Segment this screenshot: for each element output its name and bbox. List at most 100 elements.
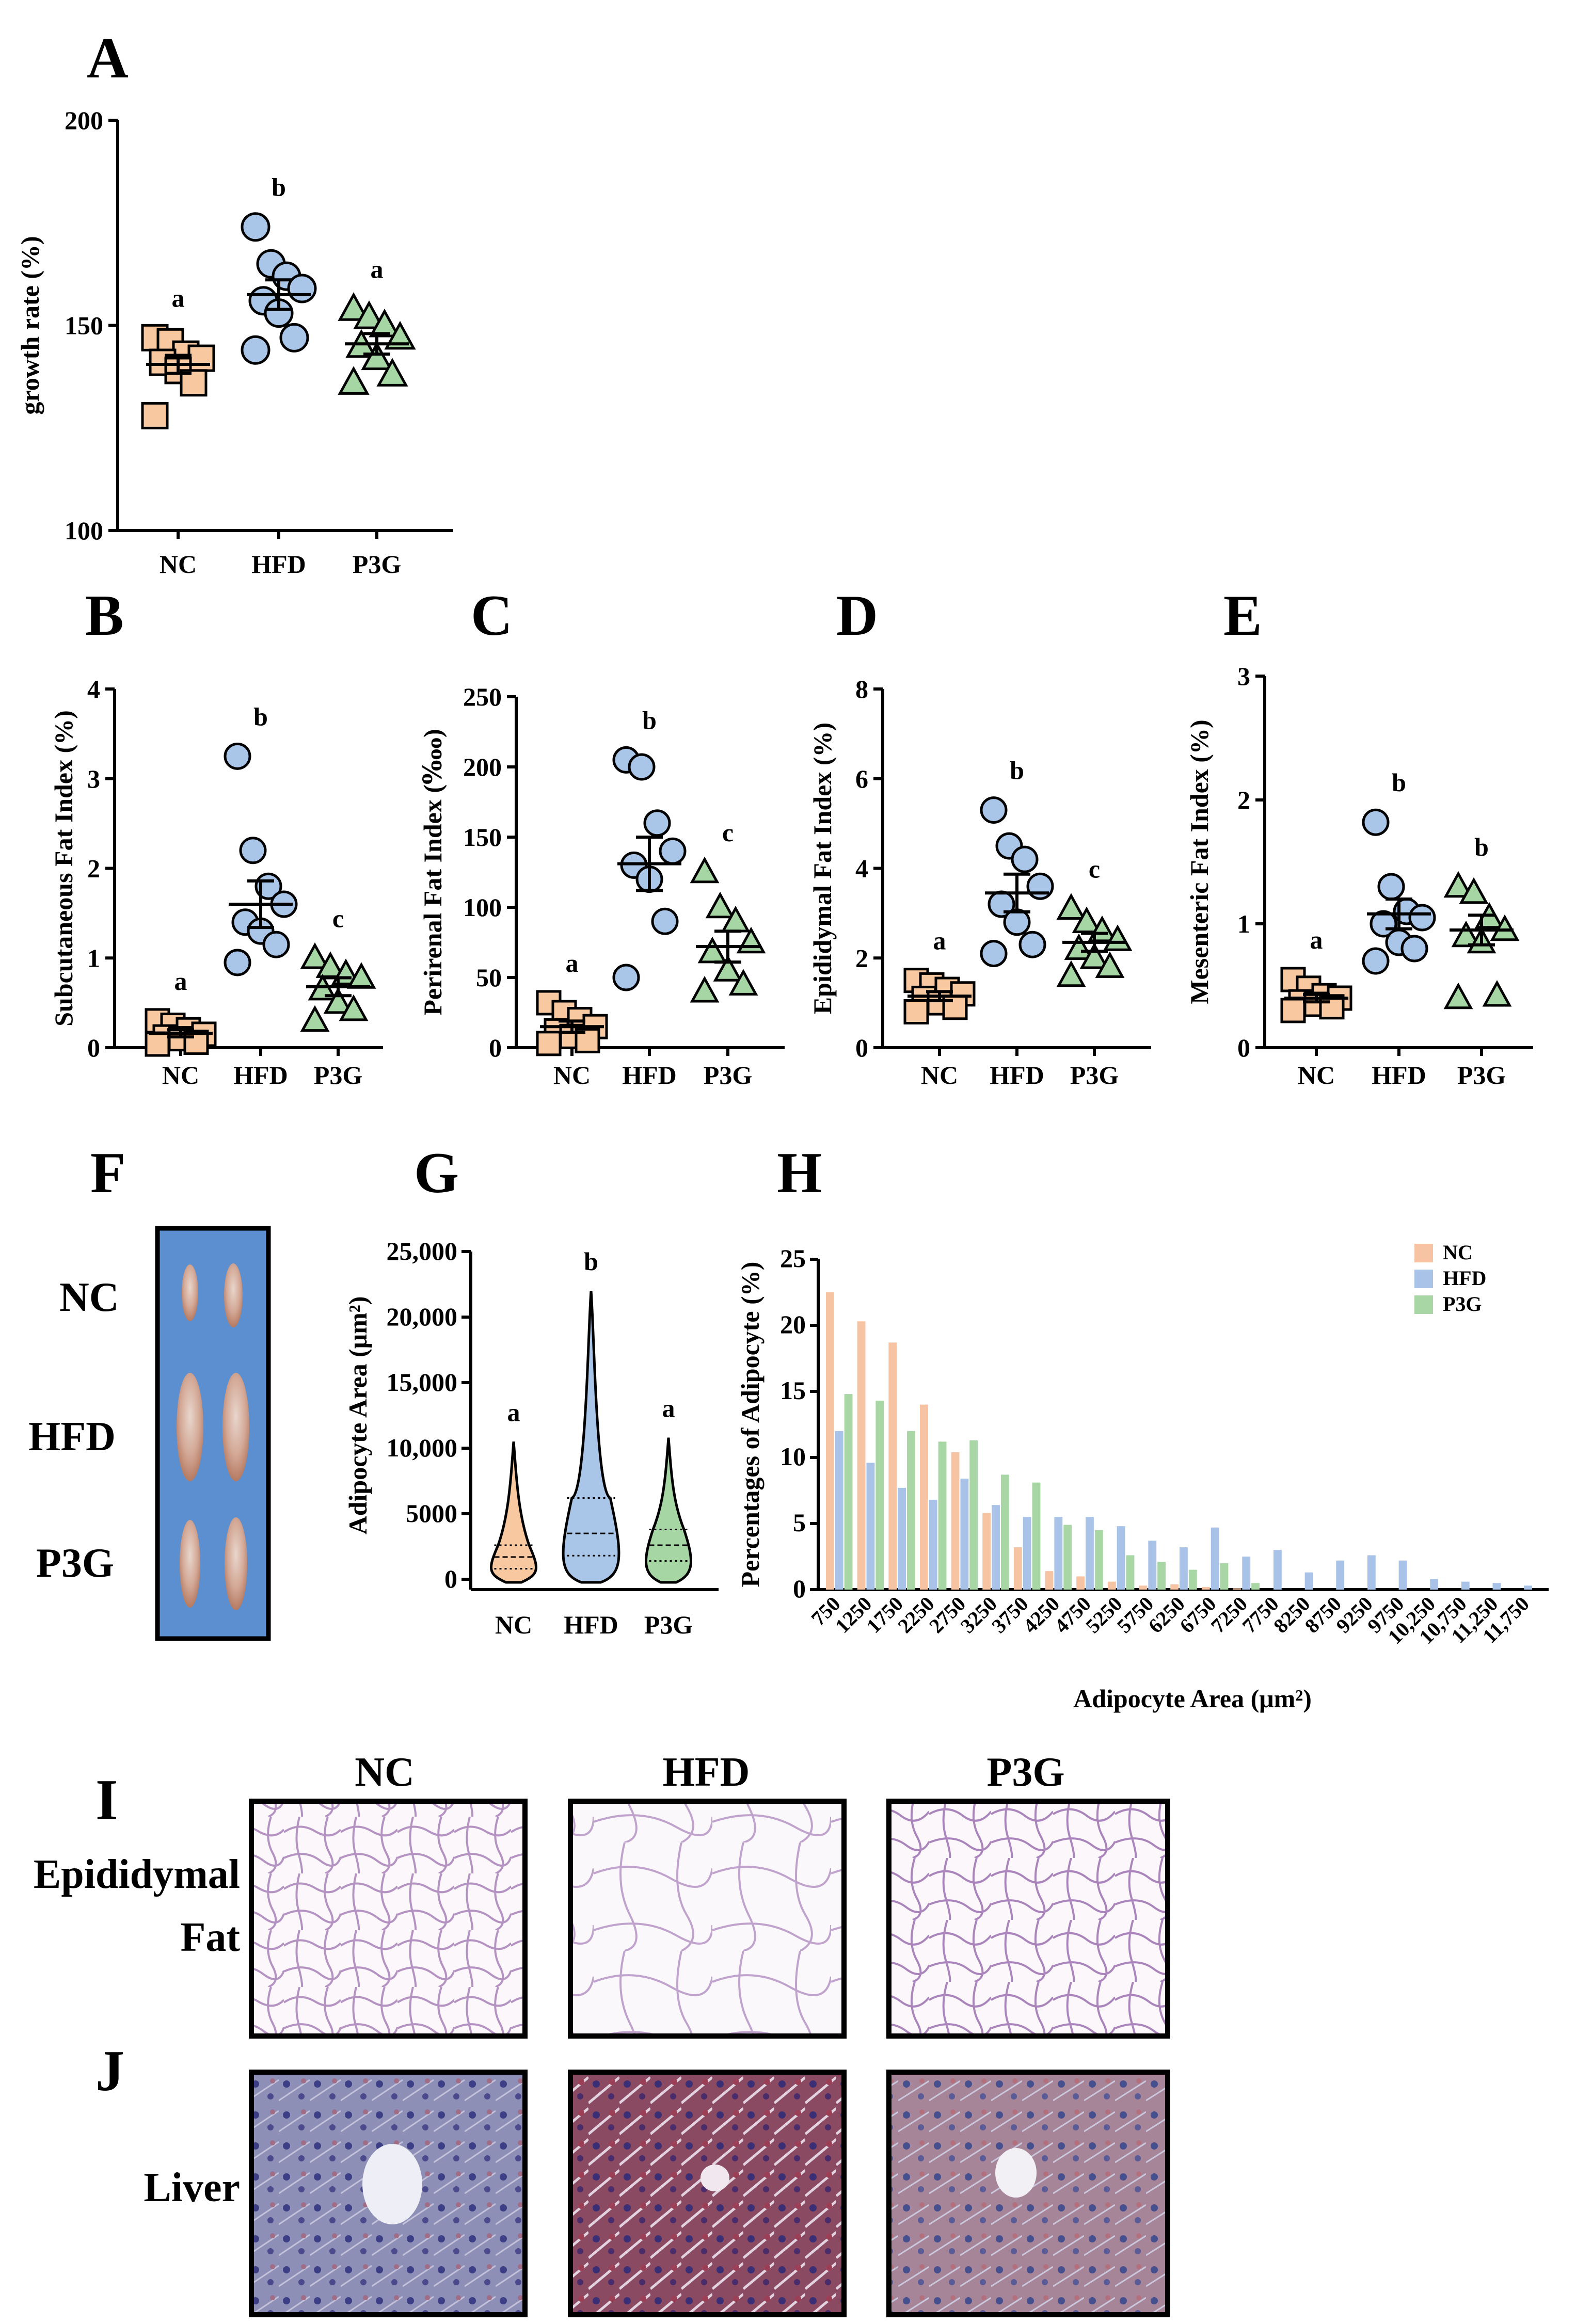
violin-shape	[490, 1441, 537, 1584]
data-point-triangle	[1064, 933, 1094, 960]
bar-hfd	[1492, 1583, 1501, 1590]
histology-column-label: HFD	[663, 1750, 750, 1795]
fat-tissue-p3g	[180, 1517, 247, 1610]
x-category-label: HFD	[1372, 1061, 1426, 1089]
x-category-label: HFD	[251, 550, 306, 579]
legend-swatch	[1414, 1244, 1433, 1262]
y-tick-label: 4	[855, 854, 868, 883]
panel-label-D: D	[836, 584, 878, 648]
y-tick-label: 5	[793, 1508, 806, 1537]
data-point-square	[187, 344, 215, 372]
y-tick-label: 0	[444, 1564, 457, 1593]
x-category-label: P3G	[1457, 1061, 1506, 1089]
data-point-circle	[1018, 931, 1046, 958]
panel-label-C: C	[471, 584, 513, 648]
y-tick-label: 200	[463, 752, 502, 781]
y-tick-label: 3	[87, 764, 100, 793]
y-tick-label: 100	[463, 893, 502, 922]
bar-nc	[826, 1292, 834, 1590]
data-point-square	[903, 999, 929, 1024]
y-tick-label: 25,000	[387, 1237, 458, 1265]
x-category-label: NC	[921, 1061, 958, 1089]
data-point-square	[141, 402, 169, 429]
y-tick-label: 15,000	[387, 1368, 458, 1397]
data-point-triangle	[1482, 980, 1512, 1007]
legend-swatch	[1414, 1295, 1433, 1314]
y-tick-label: 1	[1237, 909, 1250, 938]
bar-nc	[888, 1342, 897, 1590]
data-point-circle	[239, 837, 267, 864]
x-category-label: NC	[495, 1610, 532, 1639]
significance-letter: c	[332, 904, 344, 933]
bar-hfd	[835, 1431, 843, 1590]
data-point-triangle	[384, 320, 416, 350]
x-category-label: P3G	[353, 550, 401, 579]
bar-hfd	[929, 1499, 937, 1590]
row-label-fat: Fat	[180, 1915, 240, 1960]
bar-hfd	[1304, 1572, 1313, 1590]
histology-column-label: P3G	[986, 1750, 1064, 1795]
bar-p3g	[1220, 1563, 1229, 1590]
y-axis-title: growth rate (%)	[15, 236, 44, 414]
bar-p3g	[1157, 1562, 1166, 1590]
data-point-circle	[651, 907, 679, 935]
significance-letter: c	[722, 818, 734, 847]
data-point-triangle	[1443, 871, 1473, 898]
panel-f-row-label: P3G	[36, 1541, 114, 1586]
significance-letter: a	[172, 283, 185, 312]
central-vein-hfd	[701, 2165, 729, 2191]
legend-label: P3G	[1443, 1292, 1482, 1316]
data-point-circle	[1011, 845, 1039, 873]
y-tick-label: 0	[489, 1033, 502, 1062]
panel-i-j-histology: NC HFD P3G Epididymal Fat Liver	[34, 1750, 1170, 2317]
y-tick-label: 15	[780, 1376, 806, 1405]
x-category-label: NC	[160, 550, 197, 579]
y-tick-label: 2	[87, 854, 100, 883]
data-point-triangle	[697, 936, 727, 964]
panel-a-chart: 100 150 200 NC HFD P3G growth rate (%) a b a	[15, 106, 453, 579]
data-point-triangle	[1443, 982, 1473, 1009]
violin-shape	[645, 1437, 692, 1584]
bar-hfd	[1211, 1527, 1219, 1590]
data-point-triangle	[728, 969, 758, 996]
data-point-circle	[628, 753, 656, 781]
bar-p3g	[1032, 1482, 1041, 1590]
row-label-liver: Liver	[144, 2165, 240, 2210]
bar-hfd	[960, 1478, 969, 1590]
histology-liver-p3g	[886, 2070, 1170, 2317]
histology-column-label: NC	[355, 1750, 415, 1795]
bar-nc	[857, 1321, 866, 1590]
y-tick-label: 10,000	[387, 1433, 458, 1462]
data-point-triangle	[338, 366, 370, 395]
bar-hfd	[1273, 1550, 1282, 1590]
y-tick-label: 0	[1237, 1033, 1250, 1062]
data-point-circle	[1362, 947, 1390, 975]
y-axis-title: Percentages of Adipocyte (%)	[736, 1262, 765, 1588]
y-tick-label: 3	[1237, 662, 1250, 691]
data-point-triangle	[1095, 951, 1125, 978]
data-point-square	[145, 1031, 170, 1057]
data-point-circle	[224, 742, 251, 770]
bar-hfd	[1242, 1557, 1251, 1590]
significance-letter: b	[272, 173, 286, 202]
y-tick-label: 6	[855, 764, 868, 793]
x-category-label: P3G	[314, 1061, 362, 1089]
data-point-circle	[659, 837, 687, 865]
bar-p3g	[1000, 1474, 1009, 1590]
panel-label-F: F	[90, 1141, 125, 1205]
panel-label-B: B	[85, 584, 124, 648]
data-point-circle	[1408, 904, 1436, 932]
bar-hfd	[1398, 1560, 1407, 1590]
photo-background	[155, 1226, 271, 1641]
y-tick-label: 0	[793, 1574, 806, 1603]
panel-label-H: H	[777, 1141, 822, 1205]
bar-hfd	[1117, 1526, 1125, 1590]
significance-letter: b	[1474, 832, 1489, 861]
data-point-triangle	[1056, 893, 1086, 920]
x-category-label: HFD	[990, 1061, 1044, 1089]
significance-letter: c	[1089, 855, 1100, 884]
data-point-triangle	[339, 994, 369, 1021]
bar-nc	[1013, 1547, 1022, 1590]
significance-letter: a	[1310, 925, 1323, 954]
bar-hfd	[992, 1505, 1000, 1590]
